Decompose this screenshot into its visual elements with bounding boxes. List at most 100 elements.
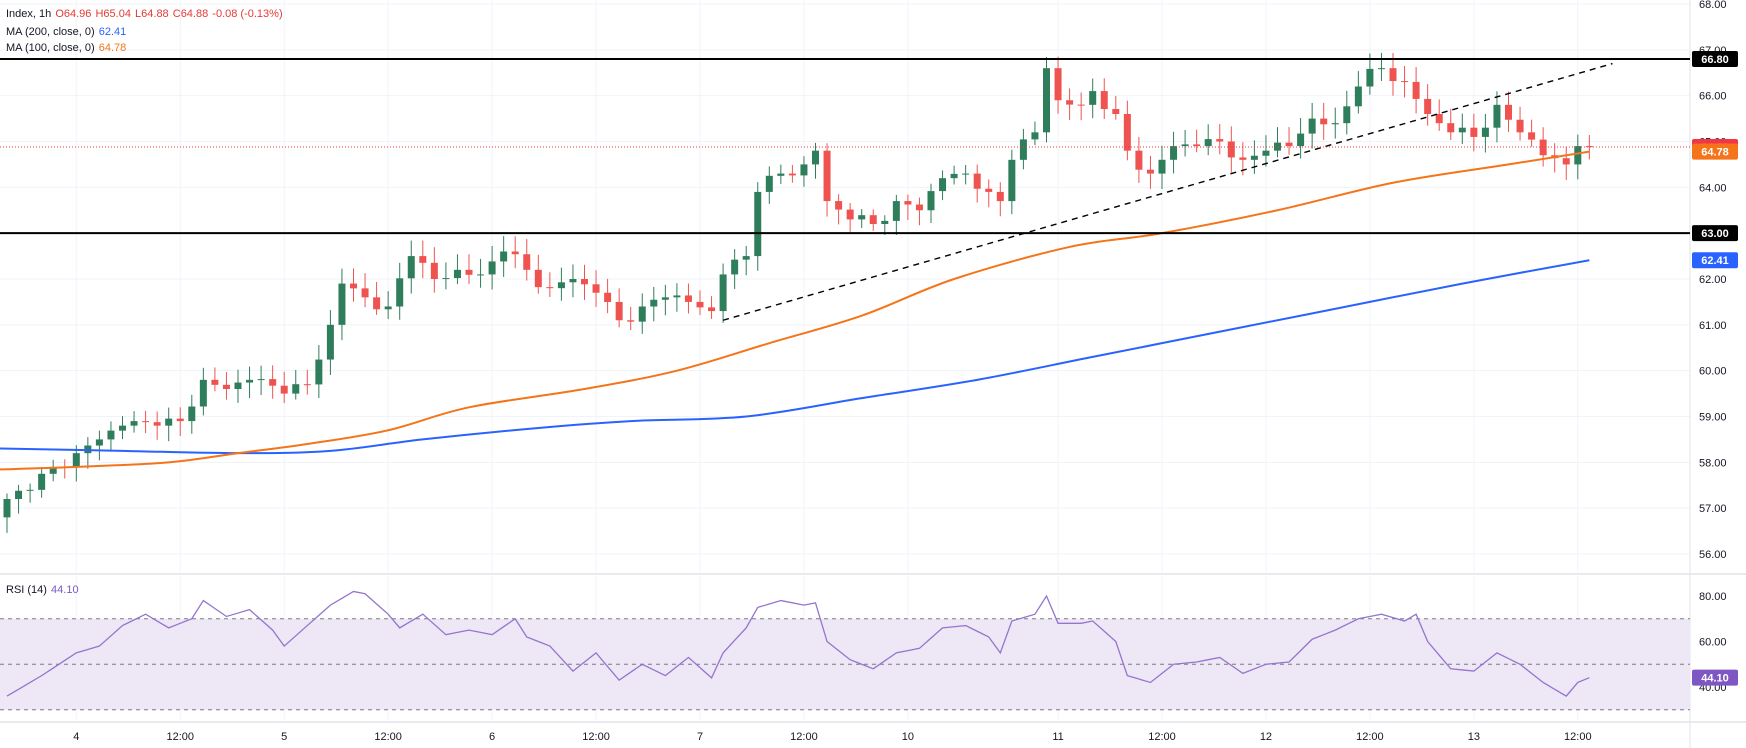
legend-ma200-label: MA (200, close, 0): [6, 26, 95, 38]
candle-bull: [1170, 146, 1178, 160]
candle-bull: [765, 175, 773, 192]
price-axis-tick: 59.00: [1699, 412, 1727, 424]
candle-bull: [1181, 144, 1189, 147]
candle-bear: [1146, 169, 1154, 174]
candle-bull: [26, 489, 34, 491]
candle-bear: [1216, 139, 1224, 142]
price-axis-tick: 58.00: [1699, 457, 1727, 469]
time-axis-tick: 13: [1468, 731, 1480, 743]
candle-bull: [777, 173, 785, 176]
candle-bull: [1458, 127, 1466, 133]
candle-bull: [962, 173, 970, 175]
candle-bull: [1493, 104, 1501, 128]
candle-bull: [15, 490, 23, 499]
candle-bear: [1285, 142, 1293, 147]
candle-bear: [592, 284, 600, 293]
candle-bull: [199, 379, 207, 407]
candle-bear: [1389, 68, 1397, 82]
candle-bear: [1077, 104, 1085, 106]
time-axis-tick: 10: [902, 731, 914, 743]
trendline: [722, 62, 1613, 321]
time-axis-tick: 7: [697, 731, 703, 743]
candle-bear: [627, 320, 635, 322]
candle-bull: [939, 178, 947, 192]
candle-bull: [569, 279, 577, 283]
candle-bear: [788, 173, 796, 176]
legend-ma200: MA (200, close, 0) 62.41: [6, 26, 127, 39]
rsi-line: [6, 590, 1590, 697]
candle-bull: [1377, 68, 1385, 70]
legend-ma100-value: 64.78: [98, 42, 127, 54]
ma-price-box: [1692, 143, 1738, 160]
legend-rsi-value: 44.10: [51, 584, 79, 596]
legend-ma100: MA (100, close, 0) 64.78: [6, 42, 127, 55]
price-axis-tick: 61.00: [1699, 320, 1727, 332]
legend-low: L64.88: [135, 8, 169, 20]
candle-bear: [985, 188, 993, 192]
candle-bear: [696, 301, 704, 308]
level-price-box: [1692, 51, 1738, 67]
candle-bull: [95, 439, 103, 446]
candle-bull: [49, 466, 57, 474]
candle-bear: [419, 256, 427, 263]
candle-bull: [1204, 139, 1212, 147]
candle-bull: [257, 379, 265, 381]
legend-ma200-value: 62.41: [98, 26, 127, 38]
time-axis-tick: 12:00: [582, 731, 610, 743]
candle-bear: [430, 262, 438, 279]
candle-bear: [915, 204, 923, 211]
candle-bear: [1135, 150, 1143, 170]
price-axis-tick: 60.00: [1699, 366, 1727, 378]
candle-bull: [812, 150, 819, 165]
candle-bull: [800, 164, 808, 176]
legend-open: O64.96: [55, 8, 92, 20]
candle-bear: [211, 379, 219, 385]
candle-bear: [350, 283, 357, 289]
candle-bear: [1239, 157, 1247, 160]
candle-bear: [1054, 68, 1062, 101]
candle-bull: [858, 215, 866, 220]
candle-bull: [927, 191, 935, 211]
candle-bear: [904, 201, 912, 205]
candle-bull: [407, 256, 415, 279]
candles: [3, 52, 1593, 533]
time-axis-tick: 6: [489, 731, 495, 743]
ma200-line: [0, 259, 1590, 455]
candle-bull: [292, 384, 300, 394]
candle-bull: [1343, 106, 1351, 124]
candle-bull: [1308, 118, 1316, 134]
candle-bull: [453, 269, 461, 279]
candle-bear: [373, 297, 381, 310]
candle-bear: [708, 307, 716, 312]
candle-bull: [754, 191, 762, 257]
rsi-axis-tick: 80.00: [1699, 591, 1727, 603]
time-axis-tick: 12:00: [166, 731, 194, 743]
level-price-label: 66.80: [1701, 54, 1729, 66]
candle-bear: [1227, 141, 1235, 158]
candle-bear: [604, 292, 612, 302]
time-axis-tick: 12:00: [1564, 731, 1592, 743]
candle-bull: [719, 274, 727, 312]
rsi-value-label: 44.10: [1701, 673, 1729, 685]
candle-bull: [892, 201, 900, 221]
candle-bear: [546, 287, 554, 289]
legend-ma100-label: MA (100, close, 0): [6, 42, 95, 54]
time-axis-tick: 5: [281, 731, 287, 743]
legend-symbol: Index, 1h: [6, 8, 52, 20]
candle-bear: [835, 201, 843, 210]
ma-price-label: 64.78: [1701, 147, 1729, 159]
candle-bull: [165, 418, 173, 426]
candle-bear: [1505, 104, 1512, 120]
candle-bear: [511, 251, 519, 255]
candle-bull: [338, 283, 346, 325]
time-axis-tick: 12:00: [1356, 731, 1384, 743]
candle-bull: [1481, 127, 1489, 137]
candle-bear: [142, 421, 150, 423]
candle-bull: [72, 453, 80, 468]
candle-bear: [1424, 98, 1432, 114]
candle-bull: [661, 297, 669, 300]
candle-bear: [1435, 114, 1443, 124]
candle-bull: [326, 324, 334, 360]
candle-bear: [465, 269, 473, 275]
